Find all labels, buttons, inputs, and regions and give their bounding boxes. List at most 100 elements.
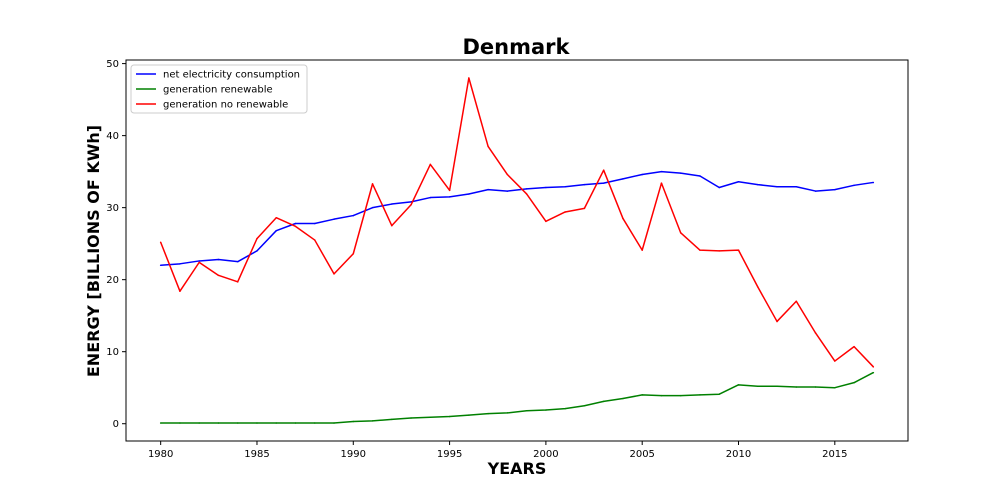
data-point-generation-no-renewable [834, 360, 836, 362]
data-point-generation-renewable [564, 407, 566, 410]
data-point-generation-no-renewable [795, 300, 798, 303]
data-point-net-electricity-consumption [236, 260, 239, 263]
x-tick-label: 1990 [341, 449, 366, 460]
data-point-generation-renewable [468, 414, 470, 416]
data-point-generation-renewable [275, 422, 277, 424]
data-point-net-electricity-consumption [757, 183, 759, 186]
data-point-net-electricity-consumption [371, 206, 374, 209]
data-point-generation-renewable [872, 371, 875, 374]
data-point-net-electricity-consumption [391, 203, 393, 205]
data-point-net-electricity-consumption [602, 182, 605, 184]
data-point-net-electricity-consumption [256, 250, 258, 252]
data-point-net-electricity-consumption [564, 186, 566, 188]
data-point-generation-renewable [679, 394, 682, 397]
data-point-generation-no-renewable [776, 320, 778, 323]
legend-box [130, 64, 308, 114]
plot-frame [125, 59, 909, 442]
data-point-net-electricity-consumption [814, 190, 817, 192]
data-point-net-electricity-consumption [834, 188, 836, 191]
data-point-net-electricity-consumption [718, 186, 720, 189]
data-point-generation-renewable [198, 422, 200, 424]
y-tick-label: 0 [113, 419, 119, 430]
data-point-generation-renewable [583, 404, 586, 407]
legend-label: net electricity consumption [163, 70, 300, 81]
data-point-generation-no-renewable [410, 204, 412, 206]
data-point-net-electricity-consumption [468, 193, 470, 195]
data-point-generation-no-renewable [448, 189, 451, 192]
data-point-generation-renewable [757, 385, 759, 388]
x-tick-label: 2010 [726, 449, 751, 460]
data-point-generation-renewable [776, 385, 778, 388]
data-point-net-electricity-consumption [448, 196, 451, 198]
data-point-net-electricity-consumption [217, 258, 220, 261]
data-point-generation-no-renewable [391, 224, 393, 227]
chart-title: Denmark [463, 35, 571, 59]
data-point-generation-renewable [179, 422, 181, 424]
data-point-generation-renewable [352, 420, 355, 423]
data-point-net-electricity-consumption [641, 173, 643, 176]
data-point-generation-no-renewable [217, 274, 220, 277]
series-line-net-electricity-consumption [160, 170, 874, 267]
data-point-generation-renewable [795, 386, 798, 388]
data-point-generation-no-renewable [159, 241, 162, 243]
data-point-generation-no-renewable [583, 207, 586, 210]
data-point-generation-renewable [256, 422, 258, 424]
data-point-net-electricity-consumption [525, 188, 528, 190]
data-point-generation-no-renewable [872, 366, 875, 368]
data-point-generation-no-renewable [179, 290, 181, 292]
data-point-generation-no-renewable [487, 145, 489, 148]
data-point-generation-renewable [834, 386, 836, 389]
data-point-generation-renewable [391, 418, 393, 421]
data-point-generation-renewable [506, 412, 509, 414]
x-tick-label: 2000 [533, 449, 558, 460]
x-axis-label: YEARS [487, 459, 547, 478]
data-point-generation-renewable [314, 422, 316, 424]
data-point-generation-no-renewable [429, 163, 432, 166]
data-point-net-electricity-consumption [333, 218, 335, 220]
data-point-generation-renewable [718, 393, 720, 395]
data-point-generation-no-renewable [679, 232, 682, 234]
data-point-generation-renewable [448, 415, 451, 418]
y-tick-label: 10 [106, 347, 119, 358]
data-point-generation-no-renewable [352, 252, 355, 255]
data-point-generation-no-renewable [198, 261, 200, 264]
x-tick-label: 1980 [148, 449, 173, 460]
data-point-generation-no-renewable [468, 77, 470, 79]
data-point-generation-no-renewable [699, 249, 701, 251]
data-point-generation-no-renewable [371, 183, 374, 185]
data-point-net-electricity-consumption [853, 184, 855, 187]
data-point-net-electricity-consumption [583, 183, 586, 186]
data-point-generation-renewable [333, 422, 335, 424]
data-point-generation-no-renewable [853, 345, 855, 348]
data-point-net-electricity-consumption [198, 260, 200, 262]
data-point-generation-no-renewable [275, 216, 277, 219]
data-point-generation-renewable [602, 400, 605, 403]
data-point-generation-no-renewable [294, 225, 297, 228]
data-point-generation-no-renewable [314, 239, 316, 241]
data-point-generation-no-renewable [333, 273, 335, 275]
data-point-net-electricity-consumption [776, 186, 778, 188]
y-axis-label: ENERGY [BILLIONS OF KWh] [84, 125, 103, 377]
data-point-net-electricity-consumption [429, 196, 432, 199]
data-point-generation-renewable [641, 394, 643, 396]
data-point-generation-no-renewable [660, 182, 663, 184]
data-point-net-electricity-consumption [352, 214, 355, 217]
data-point-generation-renewable [699, 394, 701, 396]
data-point-generation-renewable [545, 409, 547, 411]
data-point-net-electricity-consumption [275, 229, 277, 232]
data-point-generation-renewable [159, 422, 162, 424]
x-tick-label: 2005 [629, 449, 654, 460]
data-point-generation-no-renewable [718, 250, 720, 252]
data-point-generation-renewable [853, 381, 855, 384]
y-tick-label: 40 [106, 131, 119, 142]
data-point-net-electricity-consumption [737, 180, 740, 183]
data-point-generation-renewable [814, 386, 817, 388]
data-point-generation-no-renewable [757, 286, 759, 288]
data-point-generation-no-renewable [814, 332, 817, 334]
y-tick-label: 50 [106, 59, 119, 70]
data-point-net-electricity-consumption [872, 181, 875, 184]
data-point-generation-renewable [525, 410, 528, 412]
data-point-net-electricity-consumption [159, 264, 162, 267]
x-tick-label: 2015 [822, 449, 847, 460]
data-point-generation-renewable [487, 412, 489, 415]
